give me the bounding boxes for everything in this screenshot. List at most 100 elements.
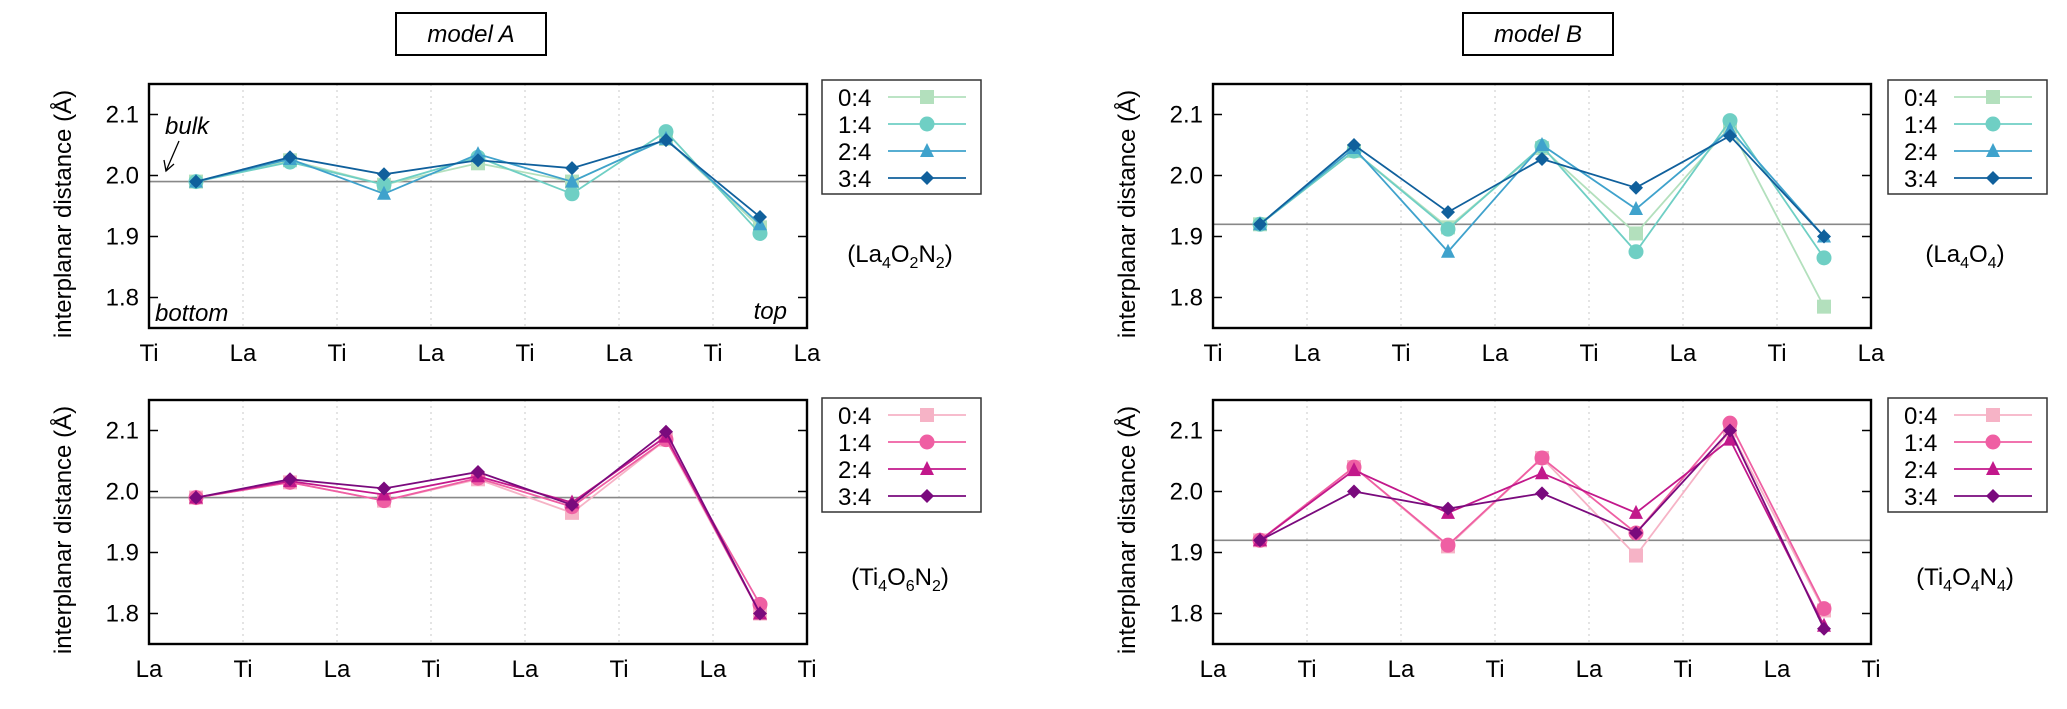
plot-frame [1211,82,1873,330]
x-tick-label: Ti [327,340,346,367]
data-point [1253,533,1267,548]
data-point [1817,229,1831,244]
data-point [1534,450,1550,466]
x-tick-label: Ti [233,656,252,683]
legend-marker [920,143,934,157]
y-tick-label: 2.0 [106,163,139,190]
data-point [377,167,391,182]
compound-part: N [1980,564,1997,591]
data-point [1628,244,1644,260]
x-tick-label: La [1858,340,1885,367]
compound-subscript: 4 [1971,578,1980,595]
x-tick-label: Ti [515,340,534,367]
legend-label: 2:4 [838,139,871,166]
data-point [471,153,485,168]
data-point [1441,243,1455,258]
data-point [659,424,673,439]
legend: 0:41:42:43:4 [821,79,982,195]
legend-label: 0:4 [838,403,871,430]
legend-marker [1986,171,2000,185]
data-point [753,209,767,224]
x-tick-label: La [1388,656,1415,683]
data-point [565,161,579,176]
data-point [1440,221,1456,237]
legend-box [821,79,982,195]
legend: 0:41:42:43:4 [1887,397,2048,513]
x-tick-label: La [324,656,351,683]
compound-subscript: 2 [910,255,919,272]
y-tick-label: 2.1 [106,418,139,445]
top-annotation: top [754,298,787,325]
compound-part: (Ti [1916,564,1943,591]
x-tick-label: Ti [1297,656,1316,683]
compound-part: (La [1925,241,1960,268]
data-point [283,472,297,487]
model-b-title-box [1462,12,1614,56]
data-point [1535,465,1549,480]
plot-frame [147,398,809,646]
data-point [1722,415,1738,431]
legend-marker [920,489,934,503]
data-point [1629,180,1643,195]
data-point [1441,501,1455,516]
y-tick-label: 1.9 [106,540,139,567]
y-tick-label: 2.1 [106,102,139,129]
x-tick-label: La [136,656,163,683]
data-point [377,185,391,200]
legend-marker [1986,489,2000,503]
legend-label: 3:4 [838,166,871,193]
data-point [564,186,580,202]
y-tick-label: 2.0 [106,479,139,506]
legend-label: 1:4 [838,430,871,457]
data-point [1723,128,1737,143]
legend-label: 1:4 [838,112,871,139]
compound-subscript: 4 [1960,255,1969,272]
x-tick-label: La [1576,656,1603,683]
x-tick-label: La [1670,340,1697,367]
data-point [1817,621,1831,636]
model-titles: model A model B [395,12,1614,56]
x-tick-label: Ti [1203,340,1222,367]
compound-part: (La [847,241,882,268]
chart-panel-model-a-bottom: 1.8 1.9 2.0 2.1 La Ti La Ti La Ti La Ti interplanar … [49,397,982,683]
legend-label: 3:4 [838,484,871,511]
data-point [565,497,579,512]
x-tick-label: Ti [797,656,816,683]
model-a-title: model A [427,21,514,48]
data-point [1535,486,1549,501]
legend-marker [920,171,934,185]
compound-part: ) [1997,241,2005,268]
legend-label: 2:4 [1904,139,1937,166]
x-tick-label: Ti [1861,656,1880,683]
compound-part: N [918,241,935,268]
legend-label: 1:4 [1904,430,1937,457]
y-tick-label: 1.9 [106,224,139,251]
data-point [376,177,392,193]
data-point [471,464,485,479]
compound-part: ) [945,241,953,268]
y-axis-label: interplanar distance (Å) [1113,406,1141,654]
data-point [1816,601,1832,617]
compound-part: N [915,564,932,591]
x-tick-label: Ti [421,656,440,683]
x-tick-label: Ti [609,656,628,683]
x-tick-label: La [1764,656,1791,683]
legend-label: 3:4 [1904,484,1937,511]
legend-label: 2:4 [838,457,871,484]
legend-box [1887,79,2048,195]
legend-box [821,397,982,513]
legend-marker [1986,461,2000,475]
y-tick-label: 2.0 [1170,479,1203,506]
data-point [1253,217,1267,232]
data-point [189,490,203,505]
legend-label: 0:4 [1904,85,1937,112]
legend-label: 1:4 [1904,112,1937,139]
legend-marker [919,116,935,132]
legend-marker [920,90,934,104]
compound-subscript: 2 [936,255,945,272]
legend-label: 0:4 [838,85,871,112]
model-a-title-box [395,12,547,56]
compound-subscript: 4 [1943,578,1952,595]
compound-part: O [1969,241,1988,268]
